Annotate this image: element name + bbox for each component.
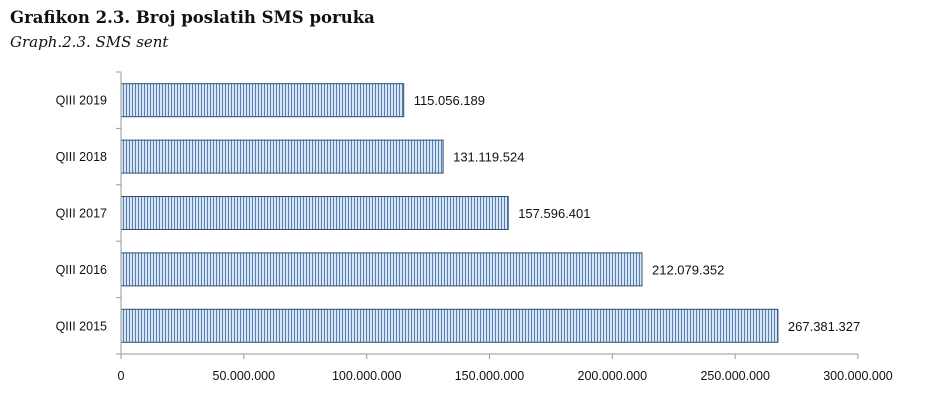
category-label: QIII 2017 bbox=[56, 207, 107, 221]
data-label: 212.079.352 bbox=[652, 262, 724, 277]
bar-qiii-2016 bbox=[120, 252, 643, 287]
bar-qiii-2017 bbox=[120, 196, 509, 230]
chart-subtitle: Graph.2.3. SMS sent bbox=[10, 33, 169, 51]
x-tick-label: 250.000.000 bbox=[700, 369, 770, 383]
data-label: 115.056.189 bbox=[414, 93, 485, 108]
x-tick-label: 0 bbox=[118, 369, 125, 383]
data-label: 157.596.401 bbox=[518, 206, 590, 221]
chart-title: Grafikon 2.3. Broj poslatih SMS poruka bbox=[10, 8, 375, 27]
bar-qiii-2018 bbox=[120, 139, 444, 174]
x-tick-label: 100.000.000 bbox=[332, 369, 402, 383]
category-label: QIII 2016 bbox=[56, 263, 107, 277]
bar-qiii-2019 bbox=[120, 83, 405, 118]
x-tick-label: 50.000.000 bbox=[213, 369, 276, 383]
category-label: QIII 2019 bbox=[56, 94, 107, 108]
x-tick-label: 300.000.000 bbox=[823, 369, 893, 383]
axis-layer: QIII 2019 115.056.189 QIII 2018 131.119.524… bbox=[56, 71, 893, 383]
x-tick-label: 150.000.000 bbox=[455, 369, 525, 383]
category-label: QIII 2015 bbox=[56, 319, 107, 333]
data-label: 131.119.524 bbox=[453, 150, 524, 165]
data-label: 267.381.327 bbox=[788, 319, 860, 334]
x-tick-label: 200.000.000 bbox=[578, 369, 648, 383]
category-label: QIII 2018 bbox=[56, 150, 107, 164]
bars-layer bbox=[120, 83, 779, 343]
bar-qiii-2015 bbox=[120, 308, 779, 343]
